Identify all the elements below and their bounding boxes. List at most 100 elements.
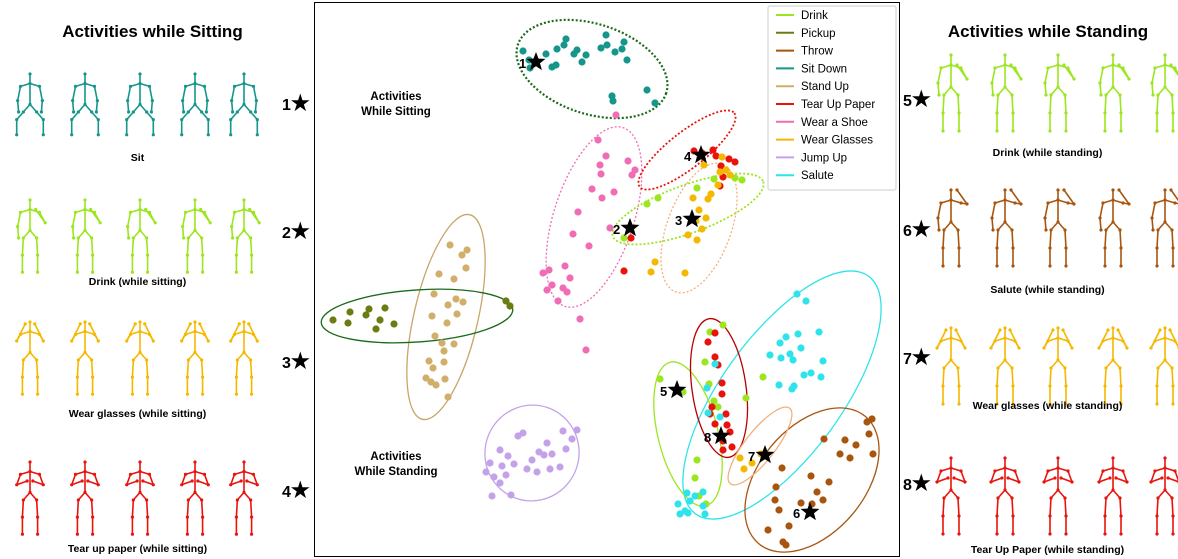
point-wear-glasses: [707, 190, 715, 198]
point-tear-up-paper: [711, 353, 719, 361]
skeleton-figure: [1149, 456, 1178, 536]
left-marker-4: 4★: [282, 479, 310, 502]
point-tear-up-paper: [719, 446, 727, 454]
point-throw: [852, 441, 860, 449]
point-salute: [684, 509, 692, 517]
point-tear-up-paper: [718, 390, 726, 398]
point-jump-up: [510, 460, 518, 468]
point-wear-a-shoe: [574, 208, 582, 216]
skeleton-figure: [230, 198, 261, 274]
point-wear-a-shoe: [631, 166, 639, 174]
scatter-plot: 1 2 3 4 5 6 7 8 Activities While Sitting Activi…: [314, 2, 900, 557]
point-wear-a-shoe: [596, 161, 604, 169]
point-drink: [710, 397, 718, 405]
point-drink: [742, 394, 750, 402]
point-stand-up: [438, 339, 446, 347]
point-wear-glasses: [689, 194, 697, 202]
annotation-standing-line2: While Standing: [354, 466, 437, 478]
skeleton-figure: [1097, 456, 1129, 536]
point-wear-a-shoe: [610, 188, 618, 196]
point-drink: [714, 403, 722, 411]
legend-label-wear-glasses: Wear Glasses: [801, 135, 873, 147]
skeleton-figure: [989, 326, 1021, 406]
point-throw: [772, 483, 780, 491]
star-marker-4: [691, 145, 711, 164]
star-label-7: 7: [748, 449, 755, 464]
point-drink: [759, 373, 767, 381]
point-salute: [794, 330, 802, 338]
point-throw: [807, 472, 815, 480]
point-salute: [786, 350, 794, 358]
point-salute: [817, 373, 825, 381]
point-stand-up: [452, 295, 460, 303]
point-jump-up: [496, 479, 504, 487]
cluster-ellipse-jump-up: [484, 404, 580, 502]
point-wear-a-shoe: [602, 152, 610, 160]
point-salute: [701, 510, 709, 518]
right-marker-8: 8★: [903, 472, 931, 495]
point-sit-down: [552, 61, 560, 69]
point-salute: [819, 357, 827, 365]
skeleton-figure: [229, 320, 259, 396]
point-pickup: [376, 316, 384, 324]
skeleton-figure: [1097, 326, 1129, 406]
point-jump-up: [488, 492, 496, 500]
point-salute: [782, 333, 790, 341]
point-salute: [683, 489, 691, 497]
point-tear-up-paper: [620, 267, 628, 275]
point-stand-up: [430, 290, 438, 298]
star-marker-1: [526, 52, 546, 71]
point-jump-up: [573, 426, 581, 434]
right-panel-title: Activities while Standing: [947, 22, 1149, 41]
point-jump-up: [507, 491, 515, 499]
point-throw: [764, 526, 772, 534]
point-wear-a-shoe: [598, 194, 606, 202]
point-salute: [815, 328, 823, 336]
skeleton-figure: [936, 53, 969, 133]
point-jump-up: [523, 465, 531, 473]
point-wear-a-shoe: [612, 111, 620, 119]
cluster-ellipse-wear-glasses-standing: [727, 406, 793, 486]
point-tear-up-paper: [627, 234, 635, 242]
right-skeleton-panel: [935, 53, 1178, 536]
point-throw: [820, 435, 828, 443]
point-sit-down: [542, 50, 550, 58]
skeleton-figure: [180, 320, 210, 396]
skeleton-figure: [935, 326, 967, 406]
point-sit-down: [618, 45, 626, 53]
star-label-6: 6: [793, 506, 800, 521]
skeleton-figure: [125, 460, 155, 536]
cluster-ellipse-salute: [682, 270, 882, 520]
star-label-2: 2: [613, 222, 620, 237]
point-jump-up: [486, 459, 494, 467]
point-jump-up: [540, 451, 548, 459]
annotation-sitting-line1: Activities: [370, 91, 421, 103]
point-jump-up: [546, 465, 554, 473]
skeleton-figure: [935, 456, 967, 536]
point-throw: [775, 506, 783, 514]
point-stand-up: [435, 270, 443, 278]
point-wear-glasses: [698, 225, 706, 233]
point-throw: [819, 496, 827, 504]
cluster-ellipse-pickup: [320, 288, 514, 344]
point-jump-up: [543, 439, 551, 447]
point-throw: [846, 454, 854, 462]
skeleton-figure: [70, 72, 100, 137]
point-tear-up-paper: [725, 155, 733, 163]
point-sit-down: [602, 31, 610, 39]
point-sit-down: [603, 41, 611, 49]
point-drink: [691, 474, 699, 482]
point-tear-up-paper: [704, 338, 712, 346]
left-caption-4: Tear up paper (while sitting): [67, 543, 208, 555]
skeleton-figure: [15, 460, 45, 536]
point-tear-up-paper: [728, 443, 736, 451]
skeleton-figure: [125, 72, 155, 137]
point-jump-up: [519, 429, 527, 437]
point-tear-up-paper: [711, 420, 719, 428]
point-wear-a-shoe: [545, 266, 553, 274]
point-sit-down: [578, 58, 586, 66]
right-marker-7: 7★: [903, 346, 931, 369]
skeleton-figure: [1098, 188, 1131, 268]
star-marker-6: [800, 502, 820, 521]
star-marker-5: [667, 380, 687, 399]
